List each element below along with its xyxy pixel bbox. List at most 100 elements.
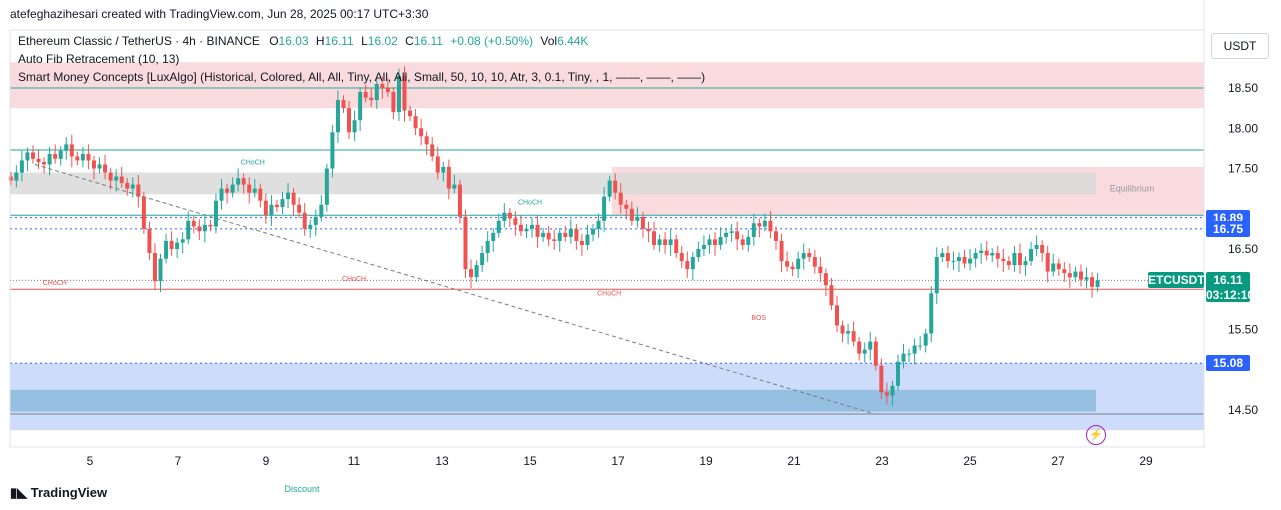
candle-body	[1084, 277, 1089, 280]
candle-body	[1034, 244, 1039, 249]
candle-body	[607, 180, 612, 197]
brand-text: TradingView	[30, 485, 108, 500]
candle-body	[984, 250, 989, 256]
level-tag: 16.75	[1206, 220, 1250, 237]
candle-body	[696, 249, 701, 258]
candle-body	[507, 212, 512, 219]
candle-body	[873, 341, 878, 366]
candle-body	[202, 224, 207, 232]
symbol-legend[interactable]: Ethereum Classic / TetherUS · 4h · BINAN…	[18, 34, 588, 48]
levels-layer	[10, 87, 1204, 415]
x-tick-label: 11	[348, 454, 361, 468]
structure-labels-layer: CHoCH CHoCH CHoCH CHoCH CHoCH BOS	[43, 159, 767, 321]
structure-label: CHoCH	[43, 280, 67, 287]
candle-body	[585, 234, 590, 245]
candle-body	[396, 75, 401, 113]
candle-body	[801, 253, 806, 259]
candle-body	[385, 88, 390, 93]
lightning-icon[interactable]: ⚡	[1086, 425, 1106, 445]
indicator-smc[interactable]: Smart Money Concepts [LuxAlgo] (Historic…	[18, 70, 706, 84]
candle-body	[86, 154, 91, 161]
candle-body	[1029, 249, 1034, 262]
countdown-tag: 03:12:10	[1206, 288, 1255, 303]
candle-body	[452, 184, 457, 189]
candle-body	[635, 216, 640, 221]
y-tick-label: 17.50	[1228, 162, 1258, 176]
candle-body	[846, 331, 851, 334]
candle-body	[995, 253, 1000, 259]
candle-body	[435, 156, 440, 173]
candle-body	[1001, 258, 1006, 262]
candle-body	[879, 365, 884, 393]
candle-body	[640, 216, 645, 229]
x-tick-label: 21	[787, 454, 801, 468]
candle-body	[91, 160, 96, 169]
x-tick-label: 23	[875, 454, 889, 468]
candle-body	[663, 239, 668, 245]
candle-body	[602, 196, 607, 221]
candle-body	[740, 239, 745, 245]
candle-body	[457, 184, 462, 217]
candle-body	[524, 228, 529, 232]
y-tick-label: 16.50	[1228, 242, 1258, 256]
low-value: 16.02	[367, 34, 398, 48]
candle-body	[14, 172, 19, 181]
level-tag: 15.08	[1206, 355, 1250, 372]
candle-body	[352, 120, 357, 133]
structure-label: CHoCH	[241, 159, 265, 166]
candle-body	[768, 220, 773, 232]
candle-body	[369, 97, 374, 101]
candle-body	[912, 345, 917, 354]
structure-label: CHoCH	[518, 200, 542, 207]
indicator-fib[interactable]: Auto Fib Retracement (10, 13)	[18, 52, 180, 66]
open-label: O	[269, 34, 279, 48]
creator-line: atefeghazihesari created with TradingVie…	[10, 7, 429, 21]
candle-body	[335, 100, 340, 133]
candle-body	[1090, 277, 1095, 287]
candle-body	[968, 258, 973, 264]
candle-body	[324, 168, 329, 205]
candle-body	[225, 188, 230, 193]
candle-body	[58, 150, 63, 159]
x-tick-label: 7	[175, 454, 182, 468]
candle-body	[596, 220, 601, 229]
zone-discount-dark	[10, 389, 1096, 412]
candle-body	[890, 385, 895, 396]
candle-body	[773, 231, 778, 241]
candle-body	[42, 162, 47, 165]
candle-body	[557, 232, 562, 241]
zone-equilibrium	[10, 172, 1096, 195]
candle-body	[1067, 273, 1072, 278]
candle-body	[463, 216, 468, 270]
candle-body	[158, 258, 163, 282]
candle-body	[280, 199, 285, 208]
high-value: 16.11	[324, 34, 354, 48]
candle-body	[862, 349, 867, 354]
currency-button[interactable]: USDT	[1211, 33, 1269, 59]
candle-body	[302, 212, 307, 229]
candle-body	[247, 184, 252, 193]
candle-body	[973, 253, 978, 259]
candle-body	[169, 240, 174, 249]
candle-body	[391, 92, 396, 113]
candle-body	[929, 293, 934, 334]
candle-body	[230, 184, 235, 193]
fib-trendline	[34, 163, 876, 415]
candle-body	[103, 164, 108, 173]
candle-body	[413, 116, 418, 129]
candle-body	[552, 239, 557, 241]
candle-body	[657, 239, 662, 245]
candle-body	[197, 226, 202, 232]
candle-body	[674, 239, 679, 254]
zone-label-discount: Discount	[284, 484, 320, 494]
candle-body	[823, 273, 828, 286]
candle-body	[541, 232, 546, 237]
candle-body	[119, 176, 124, 183]
y-tick-label: 18.00	[1228, 121, 1258, 135]
candle-body	[297, 204, 302, 213]
candle-body	[408, 110, 413, 117]
candle-body	[274, 204, 279, 208]
candle-body	[746, 236, 751, 245]
candle-body	[624, 204, 629, 209]
